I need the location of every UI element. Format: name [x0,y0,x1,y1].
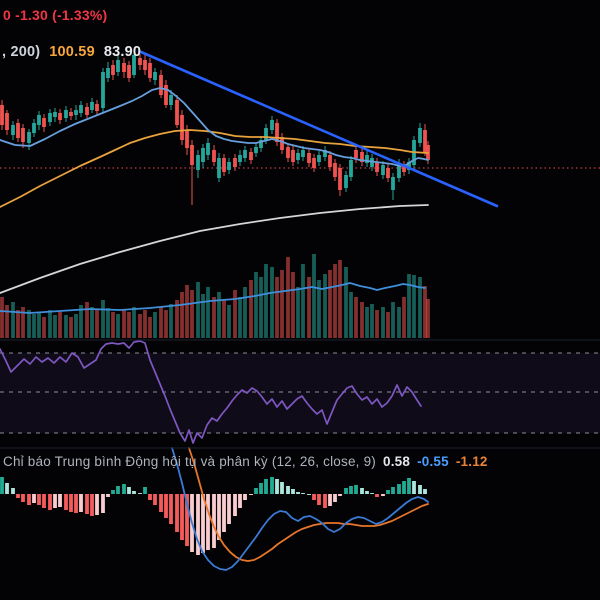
rsi-pane [0,340,422,444]
ma-orange-value: 100.59 [49,44,95,60]
macd-indicator-legend[interactable]: Chỉ báo Trung bình Động hội tụ và phân k… [3,454,488,469]
volume-pane [0,254,430,338]
ma-indicator-label: , 200) [2,44,41,60]
macd-pane [0,447,429,571]
pane-separators[interactable] [0,339,600,449]
macd-line-value: -0.55 [417,454,449,469]
ma-white-value: 83.90 [103,44,142,60]
price-change-value: 0 -1.30 (-1.33%) [3,7,108,23]
macd-title: Chỉ báo Trung bình Động hội tụ và phân k… [3,454,376,469]
ma-indicator-legend[interactable]: , 200) 100.59 83.90 [2,44,141,60]
price-change-legend: 0 -1.30 (-1.33%) [3,7,107,23]
macd-signal-value: -1.12 [455,454,488,469]
price-pane [0,50,600,294]
macd-histogram-value: 0.58 [382,454,411,469]
rsi-band-background [0,352,600,434]
